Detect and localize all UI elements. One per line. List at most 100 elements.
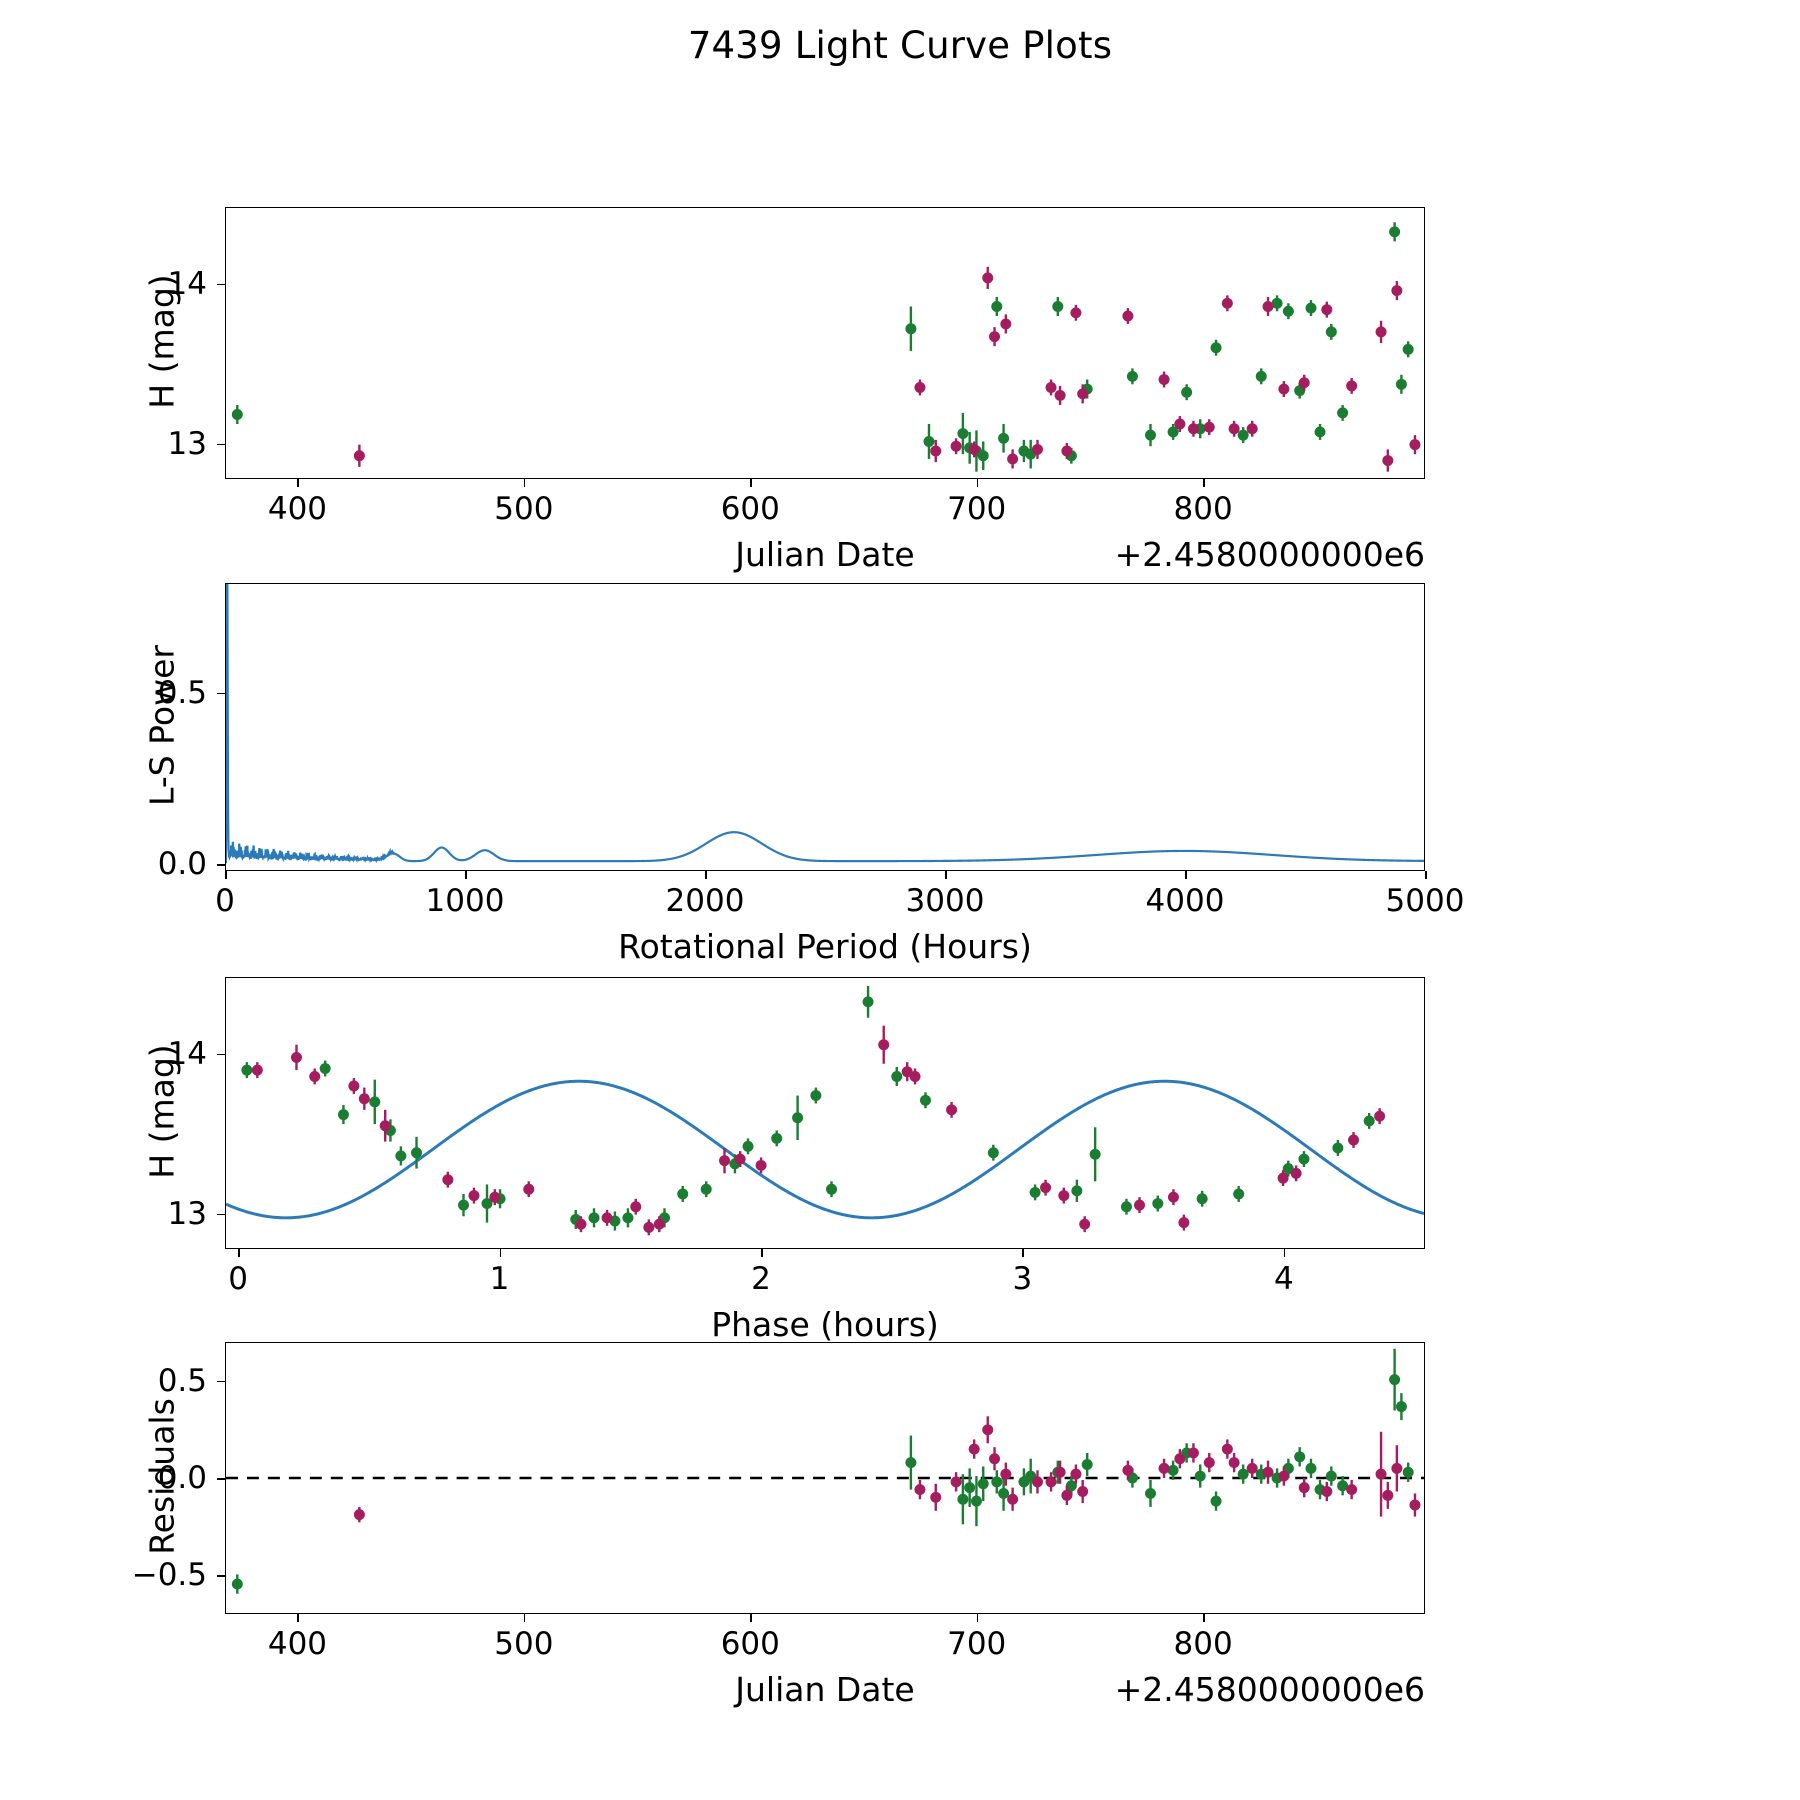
data-point	[1325, 1470, 1337, 1482]
data-point	[1321, 304, 1333, 316]
data-point	[1194, 1470, 1206, 1482]
data-point	[630, 1201, 642, 1213]
x-tick-label: 700	[947, 491, 1007, 527]
data-point	[1007, 1493, 1019, 1505]
data-point	[481, 1198, 493, 1209]
y-tick-label: 0.5	[157, 1362, 207, 1399]
lightcurve-x-offset: +2.4580000000e6	[1114, 535, 1425, 574]
data-point	[1167, 1464, 1179, 1476]
data-point	[1178, 1217, 1190, 1229]
data-point	[946, 1104, 958, 1116]
data-point	[1000, 1468, 1012, 1480]
data-point	[1174, 418, 1186, 430]
data-point	[1174, 1453, 1186, 1465]
series-magenta	[251, 1025, 1386, 1236]
residuals-xlabel: Julian Date	[735, 1670, 915, 1709]
residuals-ylabel: Residuals	[142, 1398, 182, 1555]
data-point	[1158, 374, 1170, 385]
figure-title: 7439 Light Curve Plots	[687, 24, 1113, 67]
data-point	[1374, 1110, 1386, 1122]
x-tick-label: 2000	[665, 883, 745, 919]
data-point	[379, 1120, 391, 1132]
x-tick	[238, 1249, 240, 1257]
data-point	[909, 1071, 921, 1082]
periodogram-xlabel: Rotational Period (Hours)	[618, 927, 1032, 966]
phasefold-axes	[225, 977, 1425, 1249]
periodogram-plot-area	[226, 584, 1424, 864]
data-point	[1065, 1480, 1077, 1492]
series-magenta	[353, 266, 1421, 472]
x-tick	[523, 479, 526, 487]
y-tick-label: 0.5	[157, 674, 207, 711]
data-point	[468, 1190, 480, 1202]
data-point	[1079, 1218, 1091, 1230]
y-tick-label: 0.0	[157, 846, 207, 883]
data-point	[1145, 1487, 1156, 1499]
y-tick-label: 14	[167, 1035, 207, 1072]
x-tick	[976, 479, 979, 487]
panel-lightcurve: 400 500 600 700 800 13 14 H (mag) Julian Date …	[143, 207, 1425, 574]
data-point	[1210, 342, 1222, 354]
x-tick-label: 800	[1173, 1626, 1233, 1662]
data-point	[957, 1493, 969, 1505]
data-point	[989, 1453, 1001, 1465]
phasefold-model-line	[226, 1079, 1424, 1220]
periodogram-axes	[225, 583, 1425, 871]
panel-residuals: 400 500 600 700 800 −0.5 0.0 0.5 Residuals Juli…	[132, 1342, 1425, 1709]
data-point	[1070, 307, 1082, 319]
data-point	[950, 1476, 962, 1488]
y-tick	[217, 1053, 225, 1056]
x-tick	[225, 871, 227, 879]
data-point	[905, 323, 917, 335]
y-tick-label: 13	[167, 1195, 207, 1232]
data-point	[1409, 1499, 1421, 1511]
data-point	[1054, 389, 1066, 401]
y-tick	[217, 864, 225, 866]
data-point	[319, 1063, 331, 1074]
series-green	[231, 1348, 1414, 1594]
data-point	[982, 1424, 994, 1436]
data-point	[1402, 343, 1414, 355]
data-point	[1167, 1191, 1179, 1203]
x-tick-label: 0	[228, 1261, 248, 1297]
data-point	[1278, 383, 1290, 395]
data-point	[231, 1578, 243, 1590]
phasefold-plot-area	[226, 985, 1424, 1236]
data-point	[1294, 385, 1306, 397]
data-point	[923, 436, 935, 447]
data-point	[1221, 297, 1233, 309]
x-tick	[750, 479, 752, 487]
data-point	[1054, 1466, 1066, 1478]
data-point	[348, 1080, 360, 1092]
y-tick	[217, 1380, 225, 1383]
data-point	[1122, 1464, 1134, 1476]
data-point	[1237, 429, 1249, 441]
data-point	[1382, 1489, 1394, 1501]
data-point	[442, 1174, 454, 1186]
data-point	[1346, 380, 1358, 392]
data-point	[1321, 1486, 1333, 1497]
x-tick-label: 1000	[425, 883, 505, 919]
data-point	[1077, 1486, 1089, 1497]
data-point	[1237, 1468, 1249, 1480]
data-point	[358, 1093, 370, 1105]
data-point	[1052, 301, 1064, 312]
series-green	[241, 985, 1375, 1231]
data-point	[1120, 1201, 1132, 1213]
data-point	[1000, 318, 1012, 330]
data-point	[1071, 1185, 1083, 1197]
data-point	[862, 996, 874, 1008]
periodogram-ylabel: L-S Power	[142, 645, 182, 806]
x-tick	[1203, 479, 1205, 487]
x-tick	[760, 1249, 763, 1257]
data-point	[1409, 439, 1421, 451]
y-tick	[217, 283, 225, 286]
series-green	[231, 222, 1414, 472]
data-point	[742, 1140, 754, 1152]
data-point	[369, 1096, 381, 1108]
data-point	[575, 1218, 587, 1230]
x-tick	[1185, 871, 1187, 879]
data-point	[968, 443, 980, 455]
data-point	[1070, 1468, 1082, 1480]
y-tick	[217, 692, 225, 695]
